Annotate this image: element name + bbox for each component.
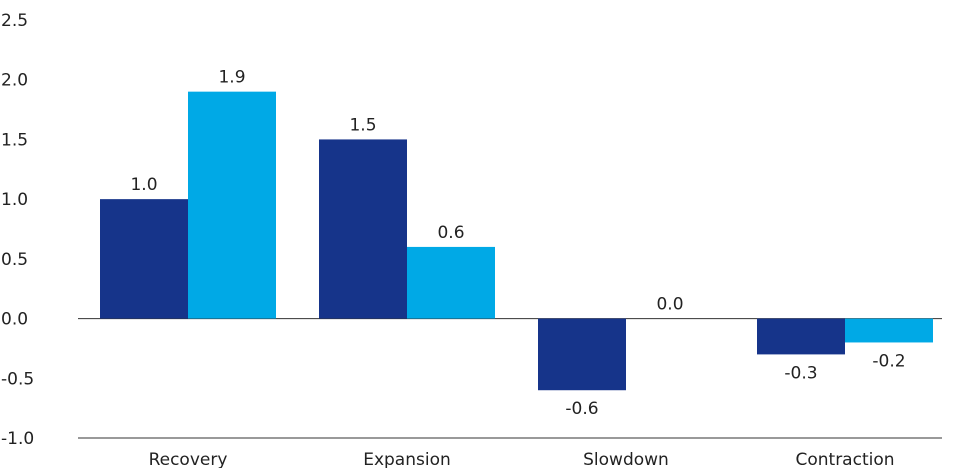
y-tick-label: 2.5: [1, 11, 28, 31]
data-label: -0.2: [872, 351, 905, 371]
bars: [100, 91, 933, 391]
bar-expansion-series-1: [319, 139, 407, 319]
y-axis-ticks: 2.5 2.0 1.5 1.0 0.5 0.0 -0.5 -1.0: [1, 11, 34, 449]
y-tick-label: 0.5: [1, 250, 28, 270]
data-labels: 1.0 1.9 1.5 0.6 -0.6 0.0 -0.3 -0.2: [130, 68, 905, 420]
data-label: 1.0: [130, 175, 157, 195]
bar-contraction-series-1: [757, 318, 845, 355]
category-label: Recovery: [149, 450, 228, 468]
bar-expansion-series-2: [407, 246, 495, 319]
data-label: 1.5: [349, 115, 376, 135]
category-label: Contraction: [795, 450, 894, 468]
bar-recovery-series-1: [100, 199, 188, 319]
bar-contraction-series-2: [845, 318, 933, 343]
data-label: -0.3: [784, 363, 817, 383]
category-labels: Recovery Expansion Slowdown Contraction: [149, 450, 895, 468]
bar-slowdown-series-1: [538, 318, 626, 391]
category-label: Expansion: [363, 450, 451, 468]
y-tick-label: 2.0: [1, 71, 28, 91]
y-tick-label: 1.0: [1, 190, 28, 210]
category-label: Slowdown: [583, 450, 669, 468]
data-label: 0.0: [656, 295, 683, 315]
data-label: 0.6: [437, 223, 464, 243]
y-tick-label: 0.0: [1, 310, 28, 330]
y-tick-label: 1.5: [1, 130, 28, 150]
y-tick-label: -0.5: [1, 369, 34, 389]
bar-recovery-series-2: [188, 91, 276, 319]
y-tick-label: -1.0: [1, 429, 34, 449]
data-label: 1.9: [218, 68, 245, 88]
data-label: -0.6: [565, 399, 598, 419]
